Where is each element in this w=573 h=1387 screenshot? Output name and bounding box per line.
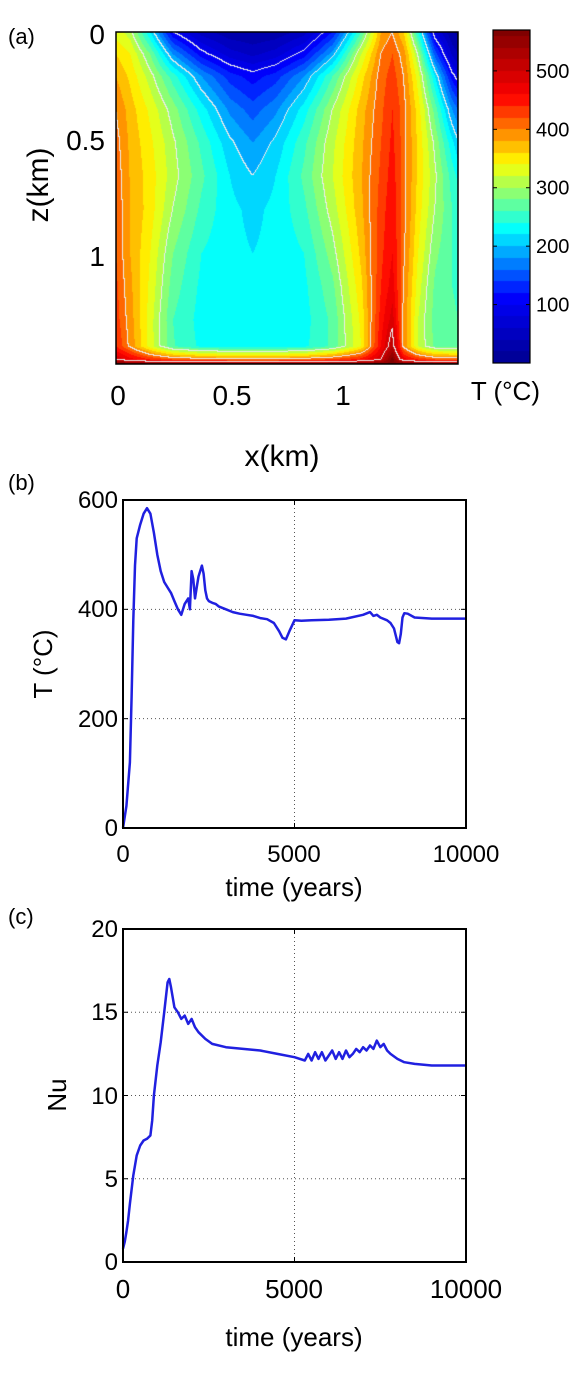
panel-c-ytick-1: 5 [105, 1166, 118, 1193]
colorbar-tick-label: 500 [536, 61, 569, 83]
panel-b: (b) 0 200 400 600 0 5000 10000 time (yea… [8, 470, 499, 902]
panel-c-frame [122, 928, 467, 1263]
panel-c-ylabel: Nu [42, 1078, 72, 1111]
panel-c: (c) 0 5 10 15 20 0 5000 10000 time (year… [8, 904, 502, 1352]
panel-b-series-line [121, 506, 466, 829]
panel-b-xtick-1: 5000 [267, 841, 320, 868]
panel-c-xlabel: time (years) [225, 1322, 362, 1352]
panel-c-axes [123, 929, 466, 1262]
panel-a-ytick-2: 1 [89, 241, 105, 272]
panel-c-series-line [121, 977, 466, 1250]
colorbar [493, 30, 530, 363]
panel-a-ylabel: z(km) [22, 148, 55, 223]
panel-a-ytick-1: 0.5 [66, 125, 105, 156]
temperature-heatmap [116, 32, 458, 364]
panel-a-xtick-1: 0.5 [213, 380, 252, 411]
panel-b-xlabel: time (years) [225, 872, 362, 902]
panel-b-frame [122, 499, 467, 829]
panel-c-xtick-0: 0 [116, 1274, 130, 1304]
panel-b-label: (b) [8, 470, 35, 495]
colorbar-tick-label: 300 [536, 178, 569, 200]
panel-c-ytick-2: 10 [91, 1083, 118, 1110]
colorbar-frame [492, 29, 531, 364]
panel-c-xtick-1: 5000 [265, 1274, 323, 1304]
colorbar-tick-label: 200 [536, 236, 569, 258]
colorbar-tick-label: 400 [536, 119, 569, 141]
panel-b-xtick-0: 0 [116, 841, 129, 868]
panel-b-xtick-2: 10000 [433, 841, 500, 868]
panel-b-ytick-1: 200 [78, 706, 118, 733]
panel-a-xtick-2: 1 [335, 380, 351, 411]
panel-a-xlabel: x(km) [245, 440, 320, 473]
colorbar-tick-label: 100 [536, 295, 569, 317]
panel-a: (a) z(km) 0 0.5 1 0 0.5 1 x(km) 100 200 30… [8, 19, 569, 473]
panel-b-ytick-2: 400 [78, 596, 118, 623]
panel-c-xtick-2: 10000 [430, 1274, 502, 1304]
colorbar-label: T (°C) [471, 376, 540, 406]
panel-c-ytick-0: 0 [105, 1249, 118, 1276]
panel-a-ytick-0: 0 [89, 19, 105, 50]
panel-b-ytick-0: 0 [105, 815, 118, 842]
panel-b-ylabel: T (°C) [28, 629, 58, 698]
panel-c-ytick-3: 15 [91, 999, 118, 1026]
panel-a-label: (a) [8, 24, 35, 49]
colorbar-ticks: 100 200 300 400 500 [493, 61, 569, 317]
panel-a-xtick-0: 0 [110, 380, 126, 411]
panel-c-label: (c) [8, 904, 34, 929]
panel-b-ytick-3: 600 [78, 487, 118, 514]
panel-c-ytick-4: 20 [91, 916, 118, 943]
panel-a-frame [115, 31, 459, 365]
